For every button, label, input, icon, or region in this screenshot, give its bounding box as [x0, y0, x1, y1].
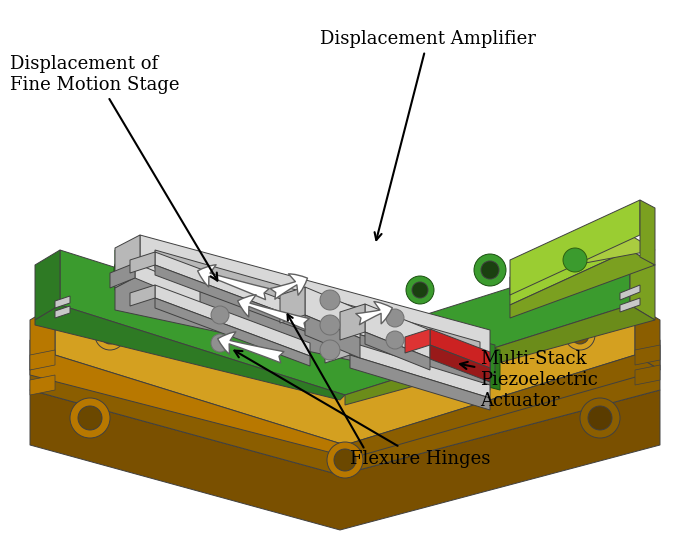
Text: Displacement of
Fine Motion Stage: Displacement of Fine Motion Stage [10, 55, 218, 281]
Polygon shape [125, 248, 495, 375]
Polygon shape [55, 305, 635, 445]
Circle shape [327, 442, 363, 478]
Circle shape [406, 276, 434, 304]
Polygon shape [155, 250, 480, 360]
Circle shape [412, 282, 428, 298]
Polygon shape [640, 200, 655, 265]
Circle shape [386, 331, 404, 349]
Polygon shape [115, 250, 500, 390]
Polygon shape [130, 252, 155, 273]
Polygon shape [30, 355, 345, 455]
Polygon shape [325, 342, 350, 363]
Circle shape [292, 302, 308, 318]
Circle shape [481, 261, 499, 279]
Polygon shape [155, 265, 310, 333]
Circle shape [580, 398, 620, 438]
Circle shape [121, 261, 139, 279]
Circle shape [101, 326, 119, 344]
Circle shape [320, 340, 340, 360]
Polygon shape [305, 315, 360, 358]
Polygon shape [115, 235, 140, 288]
Polygon shape [635, 365, 660, 385]
Circle shape [95, 320, 125, 350]
Polygon shape [155, 252, 310, 323]
Polygon shape [365, 332, 430, 370]
Polygon shape [620, 298, 640, 312]
Polygon shape [510, 250, 655, 318]
Polygon shape [55, 296, 70, 308]
Circle shape [114, 254, 146, 286]
Circle shape [286, 296, 314, 324]
Polygon shape [430, 329, 490, 368]
Polygon shape [345, 355, 660, 460]
Polygon shape [30, 375, 55, 395]
Polygon shape [155, 285, 310, 356]
Polygon shape [35, 305, 345, 400]
Circle shape [70, 398, 110, 438]
Polygon shape [630, 250, 655, 320]
Polygon shape [35, 250, 60, 320]
Circle shape [320, 315, 340, 335]
Polygon shape [635, 305, 660, 370]
Polygon shape [350, 313, 490, 370]
Circle shape [78, 406, 102, 430]
Polygon shape [510, 235, 655, 290]
Polygon shape [55, 306, 70, 318]
Polygon shape [60, 250, 630, 395]
Polygon shape [620, 285, 640, 300]
Polygon shape [30, 390, 660, 530]
Polygon shape [510, 200, 640, 295]
Polygon shape [280, 287, 305, 323]
Circle shape [320, 290, 340, 310]
Circle shape [386, 309, 404, 327]
Circle shape [588, 406, 612, 430]
Polygon shape [30, 350, 55, 370]
Circle shape [211, 306, 229, 324]
Text: Flexure Hinges: Flexure Hinges [234, 351, 491, 468]
Polygon shape [430, 345, 490, 382]
Circle shape [571, 326, 589, 344]
Circle shape [565, 320, 595, 350]
Polygon shape [30, 340, 660, 475]
Polygon shape [345, 305, 655, 405]
Text: Multi-Stack
Piezoelectric
Actuator: Multi-Stack Piezoelectric Actuator [460, 350, 598, 409]
Polygon shape [135, 263, 200, 305]
Polygon shape [130, 285, 155, 306]
Polygon shape [365, 304, 430, 358]
Polygon shape [340, 304, 365, 340]
Polygon shape [115, 275, 490, 390]
Polygon shape [510, 235, 630, 305]
Circle shape [211, 334, 229, 352]
Circle shape [474, 254, 506, 286]
Polygon shape [635, 345, 660, 365]
Polygon shape [420, 336, 490, 372]
Polygon shape [405, 329, 430, 353]
Polygon shape [350, 355, 490, 410]
Polygon shape [305, 287, 360, 338]
Circle shape [563, 248, 587, 272]
Polygon shape [155, 298, 310, 366]
Polygon shape [30, 305, 55, 370]
Polygon shape [350, 342, 490, 398]
Polygon shape [110, 263, 135, 288]
Text: Displacement Amplifier: Displacement Amplifier [320, 30, 536, 240]
Polygon shape [140, 235, 490, 370]
Polygon shape [325, 313, 350, 332]
Circle shape [334, 449, 356, 471]
